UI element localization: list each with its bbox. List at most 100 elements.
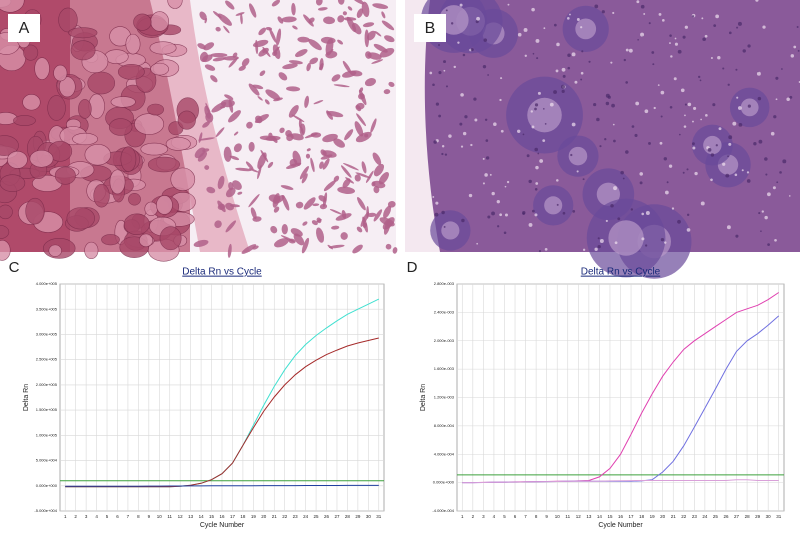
cell <box>726 225 731 230</box>
cell <box>669 105 673 109</box>
x-tick-label: 2 <box>472 514 475 519</box>
cell <box>534 213 538 217</box>
tissue <box>199 11 207 21</box>
x-tick-label: 12 <box>178 514 184 519</box>
tissue <box>267 161 274 169</box>
cell <box>712 103 716 107</box>
cell <box>610 61 613 64</box>
x-tick-label: 2 <box>74 514 77 519</box>
cell <box>682 35 686 39</box>
tissue <box>356 8 364 18</box>
tissue <box>259 70 266 77</box>
tissue <box>344 129 354 141</box>
tissue <box>0 225 10 240</box>
cell <box>747 44 751 48</box>
tissue <box>337 15 345 23</box>
tissue <box>340 232 348 240</box>
cell <box>772 186 776 190</box>
cell <box>658 12 662 16</box>
cell <box>669 42 671 44</box>
cell <box>438 71 442 75</box>
tissue <box>379 217 395 227</box>
cell <box>535 165 539 170</box>
cell <box>781 68 783 70</box>
tissue <box>198 137 215 141</box>
follicle-center <box>608 220 644 256</box>
tissue <box>337 39 344 45</box>
tissue <box>365 170 374 183</box>
tissue <box>70 40 96 61</box>
cell <box>704 34 708 38</box>
cell <box>611 103 615 108</box>
tissue <box>288 60 303 65</box>
tissue <box>269 28 277 43</box>
tissue <box>225 220 237 233</box>
cell <box>460 145 464 148</box>
tissue <box>285 162 302 169</box>
tissue <box>322 133 338 143</box>
cell <box>570 153 573 157</box>
cell <box>664 241 667 244</box>
cell <box>653 106 656 110</box>
cell <box>786 97 790 101</box>
y-tick-label: 4.000e+005 <box>36 281 58 286</box>
tissue <box>286 86 301 92</box>
tissue <box>205 102 210 115</box>
tissue <box>258 27 267 36</box>
tissue <box>322 150 337 158</box>
tissue <box>0 204 13 220</box>
x-tick-label: 14 <box>199 514 205 519</box>
cell <box>687 102 692 107</box>
tissue <box>278 72 288 81</box>
cell <box>623 58 627 62</box>
cell <box>679 133 681 136</box>
tissue <box>133 13 152 31</box>
cell <box>641 212 645 216</box>
tissue <box>311 220 318 226</box>
cell <box>782 159 787 164</box>
tissue <box>22 94 41 111</box>
tissue <box>29 149 54 168</box>
tissue <box>288 104 299 118</box>
x-tick-label: 30 <box>366 514 372 519</box>
cell <box>482 182 485 185</box>
tissue <box>383 89 391 95</box>
x-tick-label: 21 <box>671 514 677 519</box>
cell <box>610 204 614 208</box>
cell <box>561 89 565 93</box>
cell <box>500 77 503 80</box>
cell <box>622 177 625 180</box>
cell <box>686 213 690 217</box>
panel-label: B <box>425 20 436 37</box>
cell <box>662 19 665 22</box>
follicle-center <box>703 135 722 155</box>
tissue <box>325 50 338 59</box>
tissue <box>225 0 235 10</box>
cell <box>567 17 570 20</box>
tissue <box>252 216 262 222</box>
cell <box>561 67 566 72</box>
x-tick-label: 6 <box>116 514 119 519</box>
tissue <box>308 17 315 24</box>
cell <box>434 212 439 217</box>
y-tick-label: 0.000e+000 <box>36 483 58 488</box>
tissue <box>248 193 260 208</box>
x-tick-label: 18 <box>240 514 246 519</box>
cell <box>651 51 655 54</box>
cell <box>588 60 591 63</box>
cell <box>659 141 663 145</box>
cell <box>499 213 503 217</box>
tissue <box>378 172 389 185</box>
cell <box>572 209 576 213</box>
cell <box>758 139 763 144</box>
cell <box>482 64 487 69</box>
y-tick-label: 2.000e-003 <box>434 338 455 343</box>
cell <box>524 54 527 57</box>
tissue <box>313 100 324 105</box>
cell <box>517 129 521 134</box>
x-tick-label: 19 <box>251 514 257 519</box>
cell <box>738 122 743 127</box>
y-tick-label: 3.000e+005 <box>36 332 58 337</box>
tissue <box>337 186 356 194</box>
tissue <box>306 62 311 72</box>
